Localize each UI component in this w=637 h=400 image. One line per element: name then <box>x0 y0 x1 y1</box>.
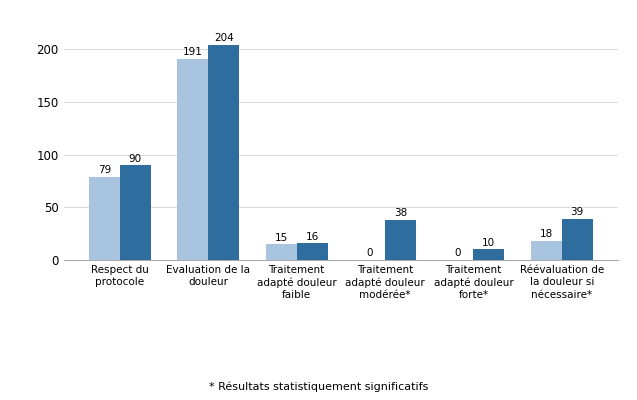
Text: 90: 90 <box>129 154 142 164</box>
Text: 15: 15 <box>275 232 288 242</box>
Bar <box>266 244 297 260</box>
Text: 204: 204 <box>214 33 234 43</box>
Text: 191: 191 <box>183 47 203 57</box>
Text: 0: 0 <box>366 248 373 258</box>
Text: 18: 18 <box>540 230 553 240</box>
Bar <box>531 241 562 260</box>
Text: 39: 39 <box>571 207 584 217</box>
Bar <box>473 250 505 260</box>
Text: * Résultats statistiquement significatifs: * Résultats statistiquement significatif… <box>209 382 428 392</box>
Bar <box>562 219 592 260</box>
Text: 10: 10 <box>482 238 496 248</box>
Text: 79: 79 <box>97 165 111 175</box>
Bar <box>297 243 327 260</box>
Text: 0: 0 <box>455 248 461 258</box>
Bar <box>208 45 239 260</box>
Bar <box>177 58 208 260</box>
Bar <box>89 177 120 260</box>
Bar <box>385 220 416 260</box>
Text: 38: 38 <box>394 208 407 218</box>
Text: 16: 16 <box>306 232 318 242</box>
Bar <box>120 165 151 260</box>
